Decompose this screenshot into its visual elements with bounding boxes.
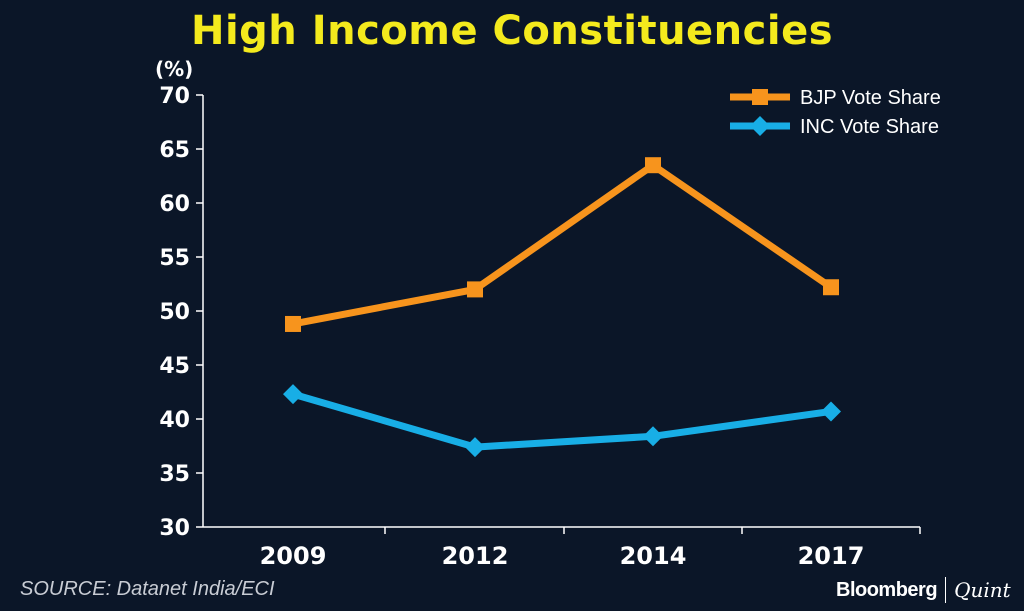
y-tick-label: 30 [159, 516, 190, 541]
chart-title: High Income Constituencies [190, 8, 834, 54]
x-tick-label: 2012 [442, 542, 509, 570]
series-lines [283, 157, 841, 458]
data-point [467, 281, 483, 298]
brand-logo: Bloomberg Quint [836, 577, 1011, 603]
y-tick-label: 70 [159, 84, 190, 109]
x-tick-label: 2014 [620, 542, 687, 570]
legend-label: BJP Vote Share [800, 87, 941, 109]
axes [196, 94, 921, 534]
legend: BJP Vote Share INC Vote Share [730, 87, 941, 138]
y-tick-label: 35 [159, 462, 190, 487]
x-tick-label: 2017 [798, 542, 865, 570]
y-tick-label: 60 [159, 192, 190, 217]
y-tick-label: 55 [159, 246, 190, 271]
data-point [821, 401, 841, 422]
y-tick-labels: 30 35 40 45 50 55 60 65 70 [159, 84, 190, 541]
series-line-1 [289, 390, 835, 451]
data-point [285, 315, 301, 332]
data-point [283, 384, 303, 405]
x-tick-labels: 2009 2012 2014 2017 [260, 542, 865, 570]
data-point [645, 157, 661, 174]
data-point [823, 279, 839, 296]
brand-quint: Quint [954, 578, 1011, 602]
data-point [643, 426, 663, 447]
data-point [465, 437, 485, 458]
brand-bloomberg: Bloomberg [836, 578, 938, 601]
y-tick-label: 50 [159, 300, 190, 325]
legend-label: INC Vote Share [800, 116, 939, 138]
brand-divider [945, 577, 947, 603]
series-line-0 [289, 161, 835, 328]
y-axis-unit-label: (%) [155, 57, 193, 81]
legend-swatch-marker [750, 116, 770, 136]
y-tick-label: 45 [159, 354, 190, 379]
x-tick-label: 2009 [260, 542, 327, 570]
legend-swatch-marker [752, 89, 768, 105]
y-tick-label: 65 [159, 138, 190, 163]
y-tick-label: 40 [159, 408, 190, 433]
source-note: SOURCE: Datanet India/ECI [20, 578, 275, 600]
